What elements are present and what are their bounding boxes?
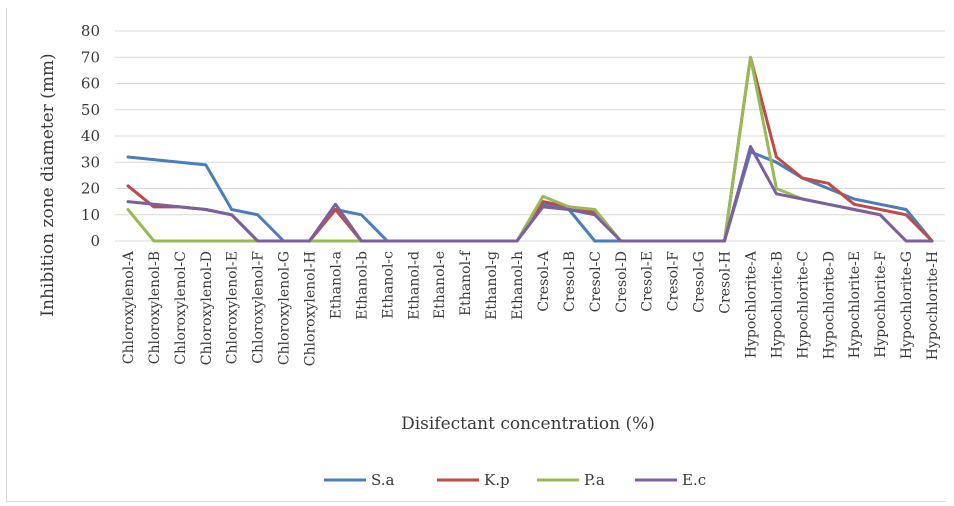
x-tick-label: Ethanol-b (354, 251, 370, 320)
y-tick-label: 40 (81, 127, 100, 145)
series-line-sa (126, 150, 934, 243)
legend-label: E.c (682, 471, 706, 489)
y-tick-label: 60 (81, 75, 100, 93)
x-tick-label: Hypochlorite-E (847, 251, 863, 358)
x-tick-label: Cresol-E (640, 251, 656, 312)
x-tick-label: Chloroxylenol-C (173, 251, 189, 365)
x-tick-label: Ethanol-c (380, 251, 396, 319)
x-tick-label: Hypochlorite-B (769, 251, 785, 358)
x-tick-label: Ethanol-e (432, 251, 448, 319)
x-tick-label: Chloroxylenol-D (199, 251, 215, 365)
x-tick-label: Ethanol-f (458, 249, 474, 316)
y-tick-label: 80 (81, 22, 100, 40)
x-tick-label: Hypochlorite-C (795, 251, 811, 359)
x-tick-label: Hypochlorite-D (821, 251, 837, 359)
x-tick-label: Cresol-G (692, 251, 708, 313)
x-tick-label: Chloroxylenol-E (225, 251, 241, 364)
x-tick-label: Cresol-H (718, 251, 734, 314)
x-tick-label: Ethanol-g (484, 251, 500, 320)
y-tick-label: 70 (81, 48, 100, 66)
x-tick-label: Chloroxylenol-B (147, 251, 163, 364)
x-tick-label: Chloroxylenol-A (121, 250, 137, 364)
y-tick-label: 30 (81, 153, 100, 171)
x-tick-label: Cresol-B (562, 251, 578, 312)
x-tick-label: Chloroxylenol-G (277, 251, 293, 365)
x-tick-label: Cresol-A (536, 250, 552, 312)
x-tick-label: Ethanol-d (406, 251, 422, 320)
x-tick-label: Hypochlorite-H (925, 251, 941, 360)
x-tick-label: Hypochlorite-G (899, 251, 915, 359)
y-tick-label: 0 (90, 232, 100, 250)
legend: S.a K.p P.a E.c (324, 471, 706, 489)
x-tick-label: Cresol-D (614, 251, 630, 313)
x-tick-label: Ethanol-a (328, 251, 344, 319)
series-lines (126, 55, 934, 243)
y-tick-label: 20 (81, 180, 100, 198)
y-axis-ticks: 0 10 20 30 40 50 60 70 80 (81, 22, 100, 250)
x-axis-ticks: Chloroxylenol-A Chloroxylenol-B Chloroxyle… (121, 249, 941, 366)
x-tick-label: Cresol-C (588, 251, 604, 312)
chart-area (6, 8, 946, 502)
legend-label: P.a (584, 471, 605, 489)
y-tick-label: 50 (81, 101, 100, 119)
legend-label: S.a (371, 471, 395, 489)
x-tick-label: Chloroxylenol-H (303, 251, 319, 366)
series-line-ec (126, 145, 934, 243)
gridlines (115, 30, 945, 242)
x-axis-title: Disifectant concentration (%) (401, 414, 655, 434)
x-tick-label: Ethanol-h (510, 251, 526, 320)
y-axis-title: Inhibition zone diameter (mm) (38, 53, 58, 316)
y-tick-label: 10 (81, 206, 100, 224)
x-tick-label: Hypochlorite-A (743, 250, 759, 358)
x-tick-label: Cresol-F (666, 251, 682, 312)
x-tick-label: Chloroxylenol-F (251, 251, 267, 364)
x-tick-label: Hypochlorite-F (873, 251, 889, 358)
legend-label: K.p (484, 471, 510, 489)
